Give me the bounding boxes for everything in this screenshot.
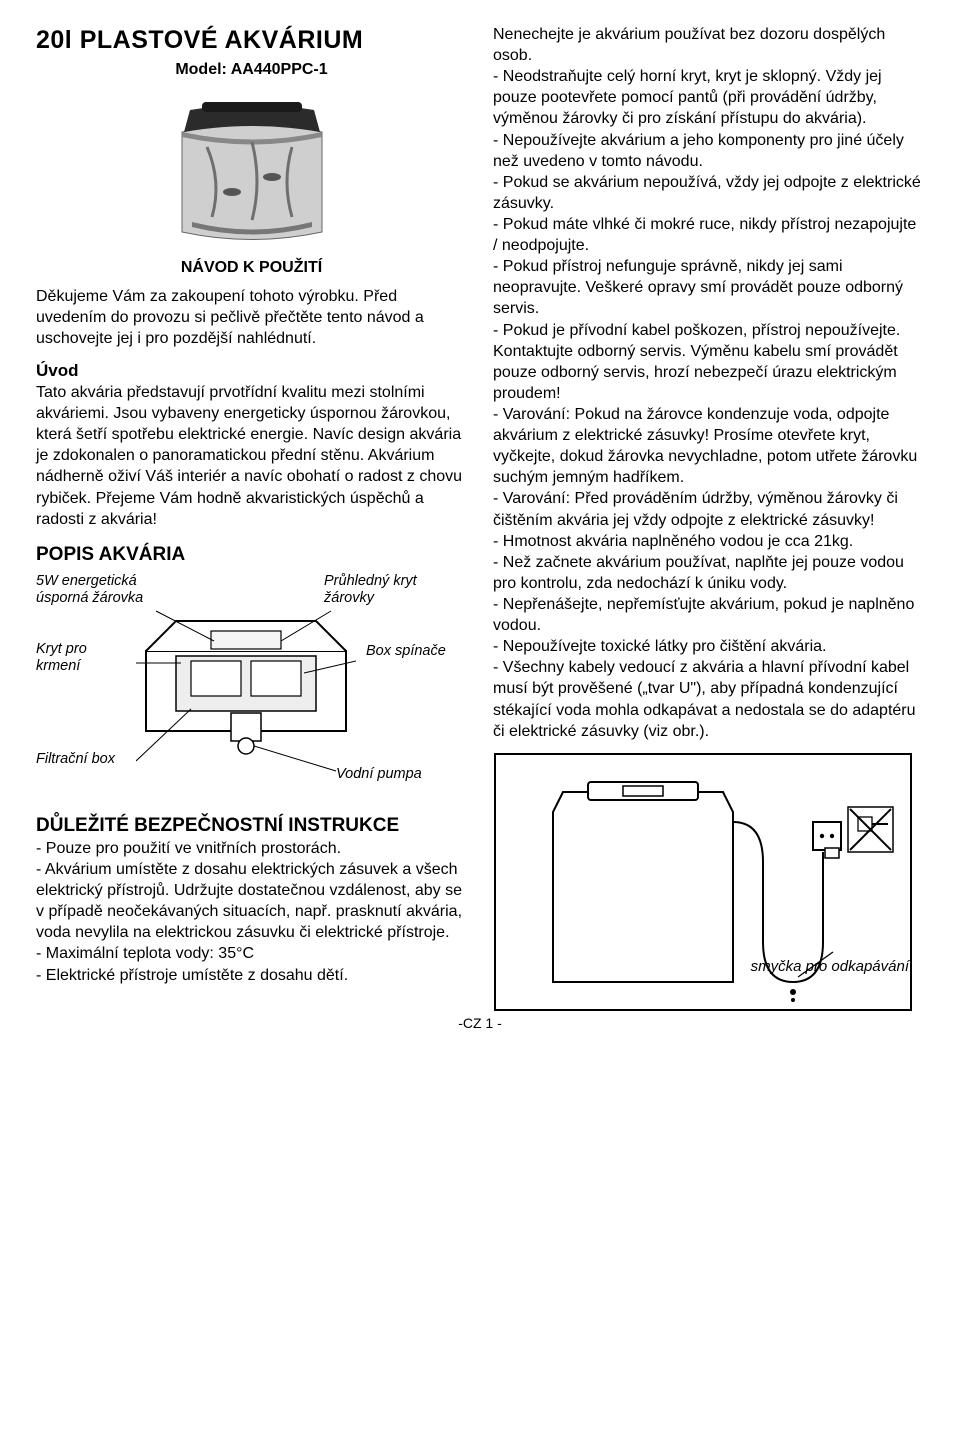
right-item: - Nepoužívejte toxické látky pro čištění…: [493, 636, 924, 657]
label-switchbox: Box spínače: [366, 643, 456, 660]
label-filter: Filtrační box: [36, 751, 116, 768]
page-title: 20l PLASTOVÉ AKVÁRIUM: [36, 24, 467, 57]
right-item: - Nepřenášejte, nepřemísťujte akvárium, …: [493, 594, 924, 636]
safety-item: - Pouze pro použití ve vnitřních prostor…: [36, 838, 467, 859]
right-item: - Než začnete akvárium používat, naplňte…: [493, 552, 924, 594]
usage-title: NÁVOD K POUŽITÍ: [36, 257, 467, 278]
right-item: - Nepoužívejte akvárium a jeho komponent…: [493, 130, 924, 172]
right-item: - Varování: Před prováděním údržby, výmě…: [493, 488, 924, 530]
drip-loop-figure: smyčka pro odkapávání: [493, 752, 913, 1012]
model-number: Model: AA440PPC-1: [36, 59, 467, 80]
safety-item: - Akvárium umístěte z dosahu elektrickýc…: [36, 859, 467, 943]
right-item: - Neodstraňujte celý horní kryt, kryt je…: [493, 66, 924, 129]
right-item: - Všechny kabely vedoucí z akvária a hla…: [493, 657, 924, 741]
right-item: - Pokud je přívodní kabel poškozen, přís…: [493, 320, 924, 404]
label-feed: Kryt pro krmení: [36, 641, 116, 676]
right-item: - Hmotnost akvária naplněného vodou je c…: [493, 531, 924, 552]
section-head-popis: POPIS AKVÁRIA: [36, 542, 467, 567]
section-head-uvod: Úvod: [36, 360, 467, 382]
safety-item: - Elektrické přístroje umístěte z dosahu…: [36, 965, 467, 986]
right-item: - Pokud přístroj nefunguje správně, nikd…: [493, 256, 924, 319]
right-item: Nenechejte je akvárium používat bez dozo…: [493, 24, 924, 66]
intro-paragraph: Děkujeme Vám za zakoupení tohoto výrobku…: [36, 286, 467, 349]
section-head-safety: DŮLEŽITÉ BEZPEČNOSTNÍ INSTRUKCE: [36, 813, 467, 838]
safety-item: - Maximální teplota vody: 35°C: [36, 943, 467, 964]
right-item: - Pokud se akvárium nepoužívá, vždy jej …: [493, 172, 924, 214]
drip-loop-label: smyčka pro odkapávání: [751, 958, 909, 976]
aquarium-diagram: 5W energetická úsporná žárovka Průhledný…: [36, 571, 456, 801]
page-footer: -CZ 1 -: [36, 1014, 924, 1032]
right-item: - Varování: Pokud na žárovce kondenzuje …: [493, 404, 924, 488]
uvod-text: Tato akvária představují prvotřídní kval…: [36, 382, 467, 530]
right-item: - Pokud máte vlhké či mokré ruce, nikdy …: [493, 214, 924, 256]
product-image: [162, 92, 342, 247]
